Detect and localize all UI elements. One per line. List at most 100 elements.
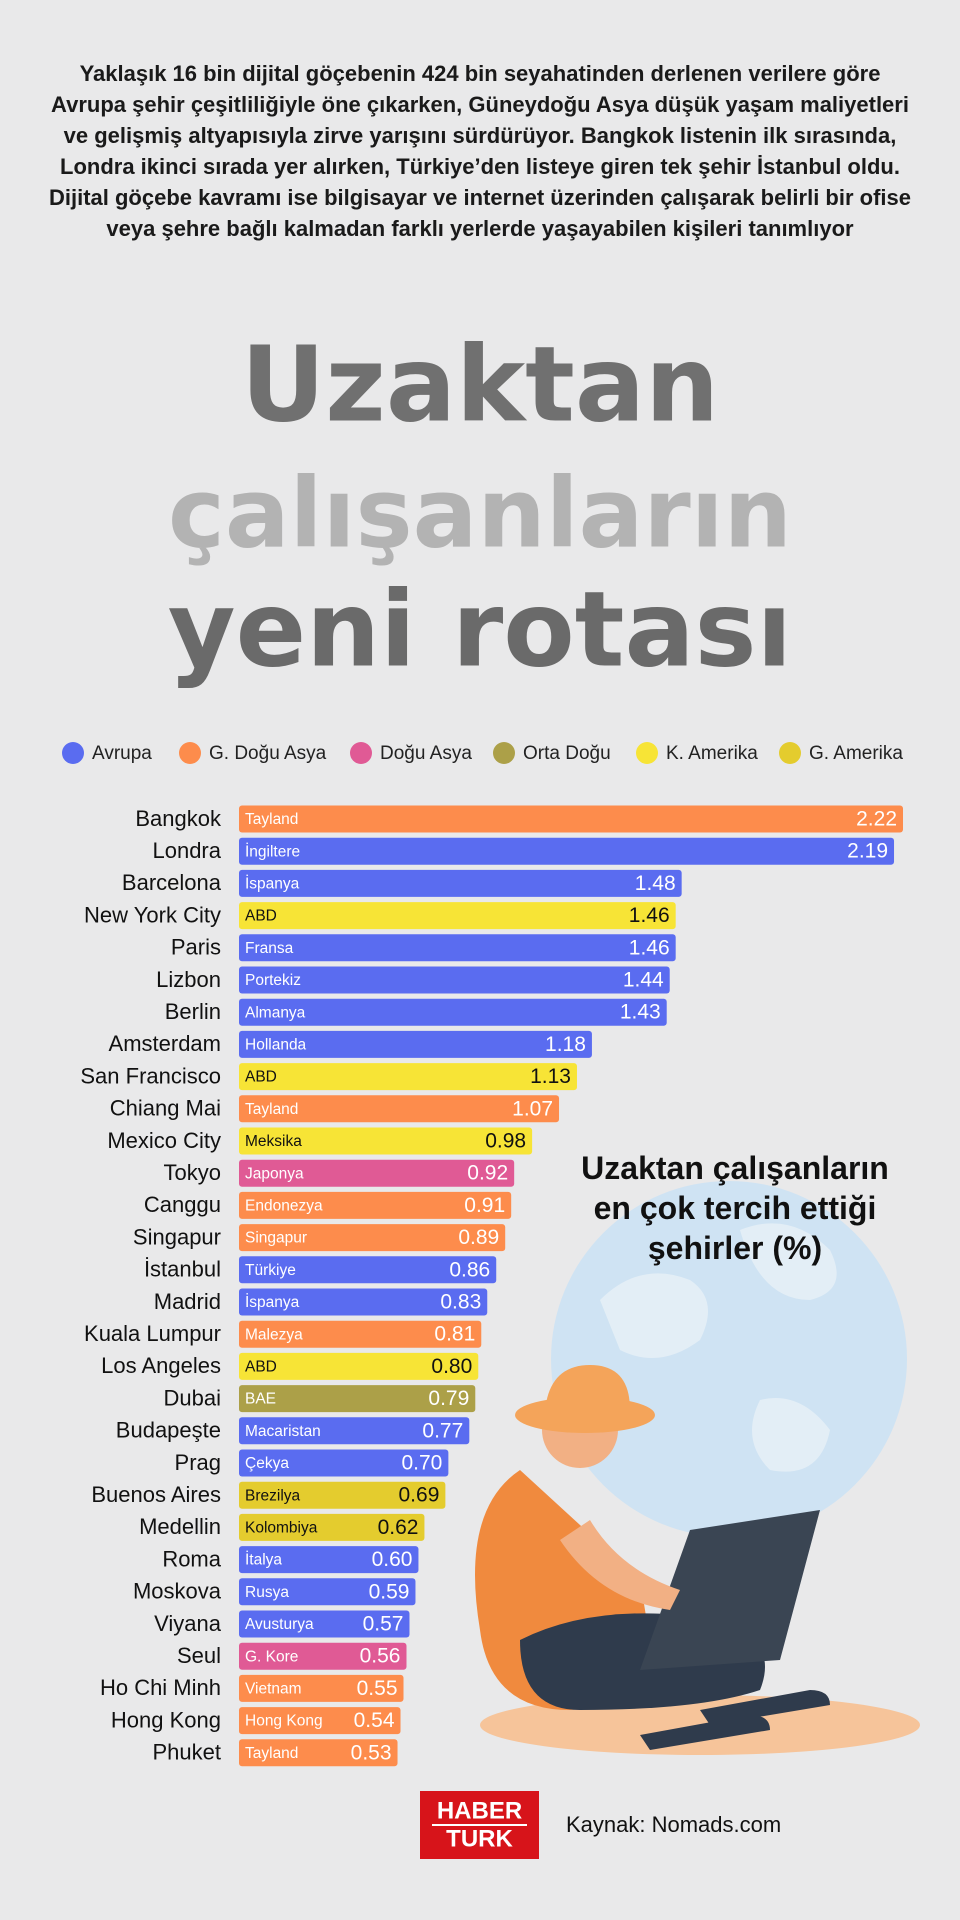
bar xyxy=(239,966,670,994)
bar xyxy=(239,1063,577,1091)
illustration xyxy=(475,1181,920,1755)
legend-swatch xyxy=(62,742,84,764)
legend-swatch xyxy=(179,742,201,764)
hat-top xyxy=(545,1365,630,1410)
country-label: Rusya xyxy=(245,1584,289,1601)
legend-swatch xyxy=(493,742,515,764)
bar xyxy=(239,1674,404,1702)
country-label: Fransa xyxy=(245,940,294,957)
bar xyxy=(239,998,667,1026)
globe-land xyxy=(600,1223,837,1472)
y-tick-label: Amsterdam xyxy=(109,1031,221,1056)
legend-label: G. Doğu Asya xyxy=(209,743,327,764)
value-label: 0.80 xyxy=(431,1355,472,1378)
bar xyxy=(239,1578,416,1606)
value-label: 2.22 xyxy=(856,808,897,831)
country-label: G. Kore xyxy=(245,1648,298,1665)
headline: Uzaktan xyxy=(241,323,719,445)
y-tick-label: Madrid xyxy=(154,1289,221,1314)
value-label: 0.70 xyxy=(401,1452,442,1475)
value-label: 0.98 xyxy=(485,1130,526,1153)
country-label: BAE xyxy=(245,1391,276,1408)
country-label: Malezya xyxy=(245,1326,303,1343)
source: Kaynak: Nomads.com xyxy=(566,1812,781,1837)
bar xyxy=(239,1642,407,1670)
bar xyxy=(239,1288,488,1316)
chart-title: Uzaktan çalışanların en çok tercih ettiğ… xyxy=(581,1150,889,1266)
value-label: 0.77 xyxy=(422,1419,463,1442)
y-tick-label: Kuala Lumpur xyxy=(84,1321,221,1346)
y-tick-label: Hong Kong xyxy=(111,1707,221,1732)
bar xyxy=(239,1385,476,1413)
value-label: 1.18 xyxy=(545,1033,586,1056)
y-tick-label: Canggu xyxy=(144,1192,221,1217)
country-label: Kolombiya xyxy=(245,1519,318,1536)
y-tick-label: Moskova xyxy=(133,1579,222,1604)
value-label: 1.44 xyxy=(623,969,664,992)
country-label: İngiltere xyxy=(245,842,300,860)
country-label: Macaristan xyxy=(245,1423,321,1440)
country-label: İspanya xyxy=(245,1293,300,1311)
bar xyxy=(239,1481,446,1509)
value-label: 0.55 xyxy=(357,1677,398,1700)
y-tick-label: İstanbul xyxy=(144,1257,221,1282)
country-label: İtalya xyxy=(245,1551,282,1569)
country-label: ABD xyxy=(245,1358,277,1375)
legend-swatch xyxy=(779,742,801,764)
bar xyxy=(239,1739,398,1767)
country-label: ABD xyxy=(245,908,277,925)
country-label: Çekya xyxy=(245,1455,289,1472)
bar xyxy=(239,1256,497,1284)
value-label: 0.57 xyxy=(363,1613,404,1636)
y-tick-label: Londra xyxy=(152,838,221,863)
bar xyxy=(239,837,895,865)
value-label: 0.59 xyxy=(369,1580,410,1603)
value-label: 0.69 xyxy=(399,1484,440,1507)
country-label: Vietnam xyxy=(245,1680,302,1697)
value-label: 0.54 xyxy=(354,1709,395,1732)
y-tick-label: Lizbon xyxy=(156,967,221,992)
bar xyxy=(239,1320,482,1348)
bar xyxy=(239,1095,560,1123)
legend-label: G. Amerika xyxy=(809,743,903,764)
bar xyxy=(239,1127,533,1155)
arm xyxy=(560,1520,680,1610)
y-tick-label: San Francisco xyxy=(80,1063,221,1088)
y-tick-label: Los Angeles xyxy=(101,1353,221,1378)
y-tick-label: Bangkok xyxy=(135,806,222,831)
country-label: Endonezya xyxy=(245,1197,323,1214)
y-tick-label: Berlin xyxy=(165,999,221,1024)
country-label: Portekiz xyxy=(245,972,301,989)
bar xyxy=(239,1159,515,1187)
y-tick-label: Paris xyxy=(171,935,221,960)
legend-label: Avrupa xyxy=(92,743,152,764)
value-label: 1.13 xyxy=(530,1065,571,1088)
country-label: ABD xyxy=(245,1069,277,1086)
legend-label: K. Amerika xyxy=(666,743,758,764)
bar xyxy=(239,1191,512,1219)
value-label: 1.48 xyxy=(635,872,676,895)
y-tick-label: Dubai xyxy=(164,1385,221,1410)
y-tick-label: Roma xyxy=(162,1546,221,1571)
bar xyxy=(239,1224,506,1252)
country-label: Japonya xyxy=(245,1165,304,1182)
bar xyxy=(239,1610,410,1638)
country-label: Tayland xyxy=(245,1745,298,1762)
country-label: Brezilya xyxy=(245,1487,301,1504)
sandals xyxy=(640,1690,830,1750)
country-label: Meksika xyxy=(245,1133,302,1150)
country-label: İspanya xyxy=(245,874,300,892)
value-label: 0.62 xyxy=(378,1516,419,1539)
country-label: Avusturya xyxy=(245,1616,314,1633)
y-tick-label: Phuket xyxy=(153,1740,222,1765)
country-label: Hong Kong xyxy=(245,1713,323,1730)
y-tick-label: Buenos Aires xyxy=(91,1482,221,1507)
y-tick-label: Mexico City xyxy=(107,1128,221,1153)
country-label: Tayland xyxy=(245,1101,298,1118)
bar xyxy=(239,1449,449,1477)
y-tick-label: Viyana xyxy=(154,1611,222,1636)
value-label: 0.92 xyxy=(467,1162,508,1185)
value-label: 0.81 xyxy=(434,1323,475,1346)
bar xyxy=(239,1417,470,1445)
